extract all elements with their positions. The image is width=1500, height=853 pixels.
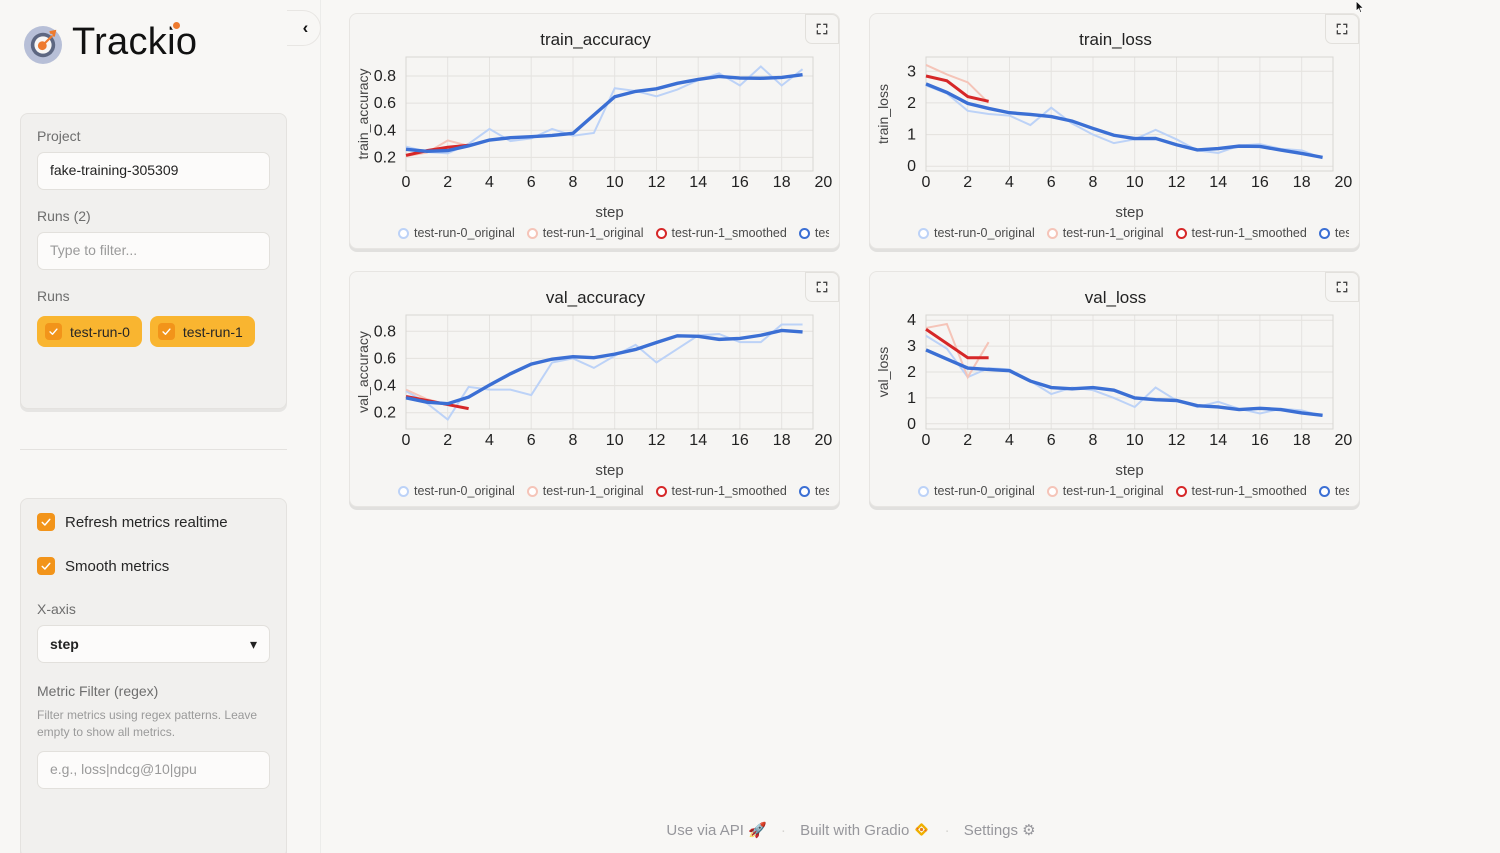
svg-text:0.6: 0.6: [374, 95, 396, 112]
svg-text:6: 6: [527, 432, 536, 449]
svg-text:4: 4: [1005, 432, 1014, 449]
svg-text:16: 16: [1251, 432, 1269, 449]
svg-text:train_loss: train_loss: [875, 84, 891, 144]
svg-text:0: 0: [907, 416, 916, 433]
svg-text:4: 4: [907, 312, 916, 329]
svg-text:6: 6: [1047, 174, 1056, 191]
svg-text:0.2: 0.2: [374, 405, 396, 422]
svg-text:4: 4: [1005, 174, 1014, 191]
svg-text:0.2: 0.2: [374, 149, 396, 166]
svg-text:14: 14: [1209, 432, 1227, 449]
svg-text:3: 3: [907, 338, 916, 355]
svg-text:0.6: 0.6: [374, 350, 396, 367]
svg-text:14: 14: [689, 432, 707, 449]
svg-text:2: 2: [963, 174, 972, 191]
svg-text:14: 14: [1209, 174, 1227, 191]
svg-text:0.4: 0.4: [374, 378, 396, 395]
svg-text:8: 8: [569, 174, 578, 191]
svg-text:2: 2: [443, 432, 452, 449]
svg-text:2: 2: [907, 95, 916, 112]
svg-text:8: 8: [1089, 174, 1098, 191]
svg-text:2: 2: [443, 174, 452, 191]
svg-text:val_accuracy: val_accuracy: [355, 331, 371, 413]
svg-text:16: 16: [731, 174, 749, 191]
svg-text:train_accuracy: train_accuracy: [540, 30, 651, 49]
svg-text:12: 12: [1168, 174, 1186, 191]
svg-text:10: 10: [606, 174, 624, 191]
svg-text:val_loss: val_loss: [1085, 288, 1146, 307]
svg-text:val_loss: val_loss: [875, 347, 891, 398]
svg-text:18: 18: [773, 432, 791, 449]
svg-text:0: 0: [922, 174, 931, 191]
svg-text:val_accuracy: val_accuracy: [546, 288, 646, 307]
svg-text:12: 12: [648, 432, 666, 449]
svg-text:0.4: 0.4: [374, 122, 396, 139]
svg-text:step: step: [595, 462, 623, 479]
svg-text:0: 0: [402, 432, 411, 449]
svg-text:0: 0: [402, 174, 411, 191]
svg-text:20: 20: [1335, 432, 1353, 449]
svg-text:16: 16: [731, 432, 749, 449]
svg-text:12: 12: [648, 174, 666, 191]
svg-text:2: 2: [963, 432, 972, 449]
svg-text:8: 8: [569, 432, 578, 449]
svg-text:0.8: 0.8: [374, 68, 396, 85]
svg-text:4: 4: [485, 432, 494, 449]
svg-text:6: 6: [527, 174, 536, 191]
svg-text:20: 20: [815, 174, 833, 191]
svg-text:step: step: [595, 204, 623, 221]
svg-text:20: 20: [815, 432, 833, 449]
svg-text:12: 12: [1168, 432, 1186, 449]
svg-text:14: 14: [689, 174, 707, 191]
svg-text:10: 10: [606, 432, 624, 449]
svg-text:18: 18: [1293, 432, 1311, 449]
svg-text:train_accuracy: train_accuracy: [355, 68, 371, 159]
svg-text:train_loss: train_loss: [1079, 30, 1152, 49]
svg-text:0: 0: [907, 158, 916, 175]
svg-text:0: 0: [922, 432, 931, 449]
svg-text:16: 16: [1251, 174, 1269, 191]
svg-text:1: 1: [907, 390, 916, 407]
svg-text:1: 1: [907, 127, 916, 144]
svg-text:0.8: 0.8: [374, 323, 396, 340]
svg-text:10: 10: [1126, 174, 1144, 191]
svg-text:4: 4: [485, 174, 494, 191]
svg-text:step: step: [1115, 462, 1143, 479]
svg-text:10: 10: [1126, 432, 1144, 449]
svg-text:step: step: [1115, 204, 1143, 221]
svg-text:6: 6: [1047, 432, 1056, 449]
svg-text:3: 3: [907, 63, 916, 80]
svg-text:18: 18: [1293, 174, 1311, 191]
svg-text:18: 18: [773, 174, 791, 191]
svg-text:20: 20: [1335, 174, 1353, 191]
svg-text:8: 8: [1089, 432, 1098, 449]
svg-text:2: 2: [907, 364, 916, 381]
